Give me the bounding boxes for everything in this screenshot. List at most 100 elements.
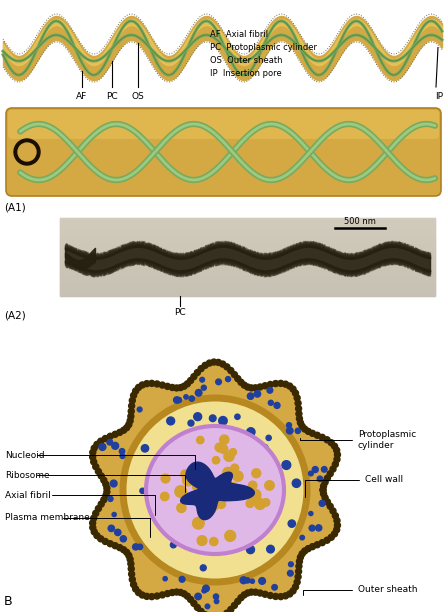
Circle shape — [324, 437, 330, 443]
Text: AF: AF — [77, 92, 88, 101]
Circle shape — [209, 500, 219, 510]
Circle shape — [91, 529, 97, 535]
Circle shape — [254, 467, 260, 473]
Circle shape — [201, 385, 206, 390]
Circle shape — [328, 534, 334, 540]
Circle shape — [334, 457, 340, 463]
Circle shape — [213, 500, 220, 508]
Circle shape — [139, 382, 146, 388]
Circle shape — [272, 584, 277, 590]
Circle shape — [202, 506, 211, 515]
Circle shape — [154, 381, 160, 387]
Circle shape — [290, 386, 296, 392]
Circle shape — [254, 390, 261, 397]
Circle shape — [227, 469, 236, 477]
Circle shape — [296, 558, 303, 564]
Text: Ribosome: Ribosome — [5, 471, 50, 479]
Circle shape — [165, 591, 170, 597]
Circle shape — [112, 543, 118, 549]
Circle shape — [167, 490, 175, 497]
Circle shape — [283, 381, 288, 387]
Circle shape — [295, 400, 301, 406]
Circle shape — [208, 459, 214, 465]
Circle shape — [89, 454, 96, 460]
Circle shape — [262, 499, 270, 506]
Circle shape — [247, 428, 255, 436]
Circle shape — [296, 416, 303, 422]
Circle shape — [133, 388, 139, 394]
Circle shape — [223, 468, 233, 477]
Text: PC: PC — [174, 308, 186, 317]
Circle shape — [320, 487, 326, 493]
Circle shape — [161, 474, 170, 483]
Circle shape — [137, 407, 142, 412]
Circle shape — [203, 585, 209, 592]
Circle shape — [174, 397, 180, 403]
Circle shape — [188, 378, 194, 384]
Circle shape — [124, 550, 129, 555]
Circle shape — [91, 515, 97, 521]
Circle shape — [101, 497, 107, 503]
Circle shape — [126, 553, 132, 558]
Circle shape — [169, 589, 175, 595]
Circle shape — [193, 497, 198, 503]
Circle shape — [129, 398, 135, 403]
Circle shape — [174, 460, 180, 465]
Circle shape — [89, 520, 96, 526]
Circle shape — [211, 359, 217, 365]
Circle shape — [259, 578, 266, 584]
Circle shape — [287, 427, 293, 434]
Circle shape — [206, 504, 216, 514]
Circle shape — [149, 495, 155, 501]
Circle shape — [184, 593, 190, 599]
Circle shape — [240, 577, 247, 584]
Circle shape — [218, 417, 227, 425]
Circle shape — [288, 562, 293, 567]
Text: Plasma membrane: Plasma membrane — [5, 513, 90, 523]
Text: OS: OS — [132, 92, 144, 101]
Circle shape — [235, 414, 240, 419]
Circle shape — [262, 591, 268, 597]
Text: Nucleoid: Nucleoid — [5, 450, 44, 460]
Circle shape — [248, 589, 255, 595]
Circle shape — [115, 529, 121, 536]
Circle shape — [271, 500, 279, 509]
Circle shape — [94, 441, 100, 447]
Circle shape — [249, 439, 257, 447]
Circle shape — [334, 518, 340, 524]
Circle shape — [184, 395, 188, 399]
Circle shape — [229, 449, 236, 456]
Circle shape — [167, 417, 174, 425]
Circle shape — [317, 476, 323, 482]
Circle shape — [302, 548, 308, 554]
Circle shape — [90, 524, 96, 531]
Circle shape — [193, 482, 201, 491]
Circle shape — [332, 531, 338, 537]
Circle shape — [189, 396, 194, 401]
Circle shape — [166, 465, 175, 474]
Circle shape — [330, 466, 336, 472]
Circle shape — [215, 359, 221, 365]
Circle shape — [320, 491, 327, 497]
Text: Outer sheath: Outer sheath — [358, 586, 417, 594]
Circle shape — [217, 499, 226, 509]
Circle shape — [295, 569, 302, 575]
Circle shape — [309, 543, 316, 550]
Circle shape — [181, 383, 187, 389]
Circle shape — [220, 483, 230, 493]
Circle shape — [177, 503, 186, 512]
Circle shape — [202, 532, 209, 539]
Circle shape — [194, 370, 200, 376]
Circle shape — [252, 589, 259, 595]
Circle shape — [334, 447, 340, 453]
Circle shape — [235, 376, 241, 382]
Circle shape — [200, 565, 206, 571]
Circle shape — [216, 463, 224, 470]
Circle shape — [101, 477, 107, 483]
Circle shape — [282, 461, 291, 469]
Circle shape — [265, 480, 274, 490]
Circle shape — [294, 579, 300, 585]
Circle shape — [220, 361, 226, 367]
Circle shape — [283, 593, 288, 599]
Circle shape — [309, 512, 313, 515]
